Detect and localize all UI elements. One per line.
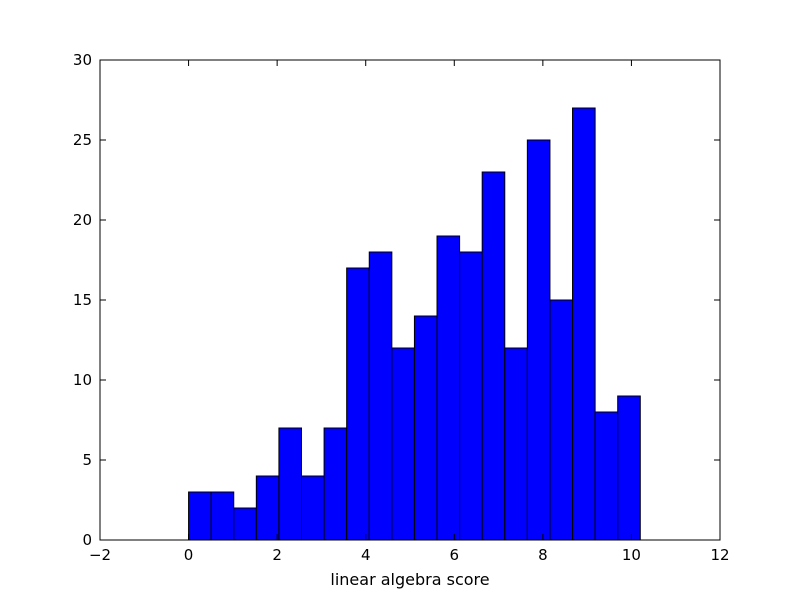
- histogram-bar-6: [323, 427, 348, 541]
- axis-ticks: [99, 59, 721, 541]
- histogram-bar-3: [255, 475, 280, 541]
- x-tick-label: 12: [710, 546, 729, 564]
- y-tick-label: 10: [73, 371, 92, 389]
- x-tick-label: 2: [272, 546, 282, 564]
- histogram-bar-2: [233, 507, 257, 541]
- histogram-bar-12: [459, 251, 483, 541]
- histogram-bars: [188, 107, 641, 541]
- y-tick-label: 20: [73, 211, 92, 229]
- histogram-bar-4: [278, 427, 302, 541]
- histogram-bar-9: [391, 347, 415, 541]
- x-tick-label: 8: [538, 546, 548, 564]
- y-tick-label: 15: [73, 291, 92, 309]
- x-axis-label: linear algebra score: [330, 570, 489, 589]
- histogram-bar-17: [572, 107, 596, 541]
- y-tick-label: 5: [82, 451, 92, 469]
- histogram-bar-1: [210, 491, 235, 541]
- y-tick-label: 0: [82, 531, 92, 549]
- y-tick-label: 25: [73, 131, 92, 149]
- histogram-bar-5: [301, 475, 325, 541]
- histogram-bar-18: [594, 411, 619, 541]
- histogram-bar-8: [368, 251, 393, 541]
- x-tick-label: 10: [622, 546, 641, 564]
- y-tick-label: 30: [73, 51, 92, 69]
- histogram-bar-15: [526, 139, 551, 541]
- histogram-bar-14: [504, 347, 528, 541]
- x-tick-label: 4: [361, 546, 371, 564]
- histogram-bar-13: [481, 171, 506, 541]
- histogram-bar-7: [346, 267, 370, 541]
- x-tick-label: −2: [89, 546, 111, 564]
- x-tick-label: 0: [184, 546, 194, 564]
- x-tick-label: 6: [450, 546, 460, 564]
- histogram-bar-11: [436, 235, 461, 541]
- histogram-bar-10: [413, 315, 438, 541]
- histogram-bar-16: [549, 299, 574, 541]
- histogram-bar-19: [617, 395, 641, 541]
- histogram-bar-0: [188, 491, 212, 541]
